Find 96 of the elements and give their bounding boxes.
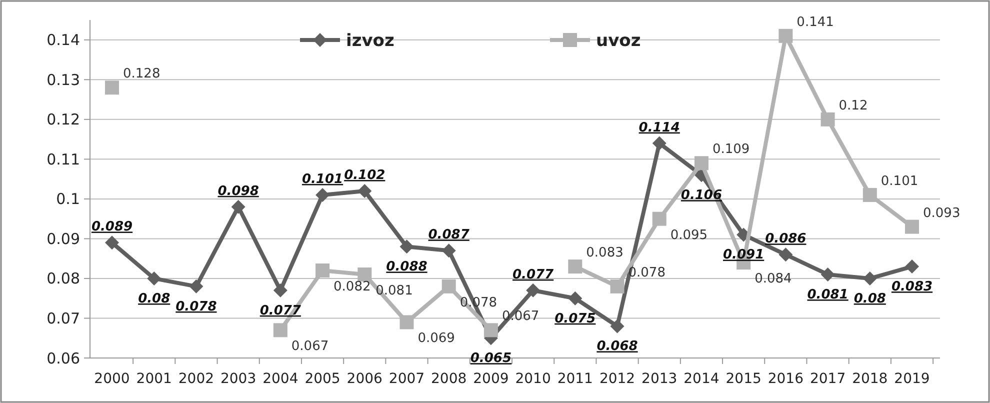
x-tick-label: 2015	[726, 371, 762, 387]
point	[905, 220, 919, 234]
x-tick-label: 2009	[473, 371, 509, 387]
data-label: 0.08	[854, 291, 886, 306]
data-label: 0.088	[386, 260, 428, 275]
x-tick-label: 2001	[136, 371, 172, 387]
point	[316, 188, 330, 202]
data-label: 0.081	[376, 283, 413, 298]
point	[694, 156, 708, 170]
y-tick-label: 0.1	[56, 190, 80, 208]
data-label: 0.065	[470, 351, 512, 366]
data-label: 0.078	[176, 299, 217, 314]
x-tick-label: 2011	[557, 371, 593, 387]
legend-label: uvoz	[596, 30, 641, 51]
point	[358, 184, 372, 198]
point	[778, 28, 793, 43]
x-tick-label: 2018	[852, 371, 888, 387]
data-label: 0.141	[796, 14, 834, 30]
point	[273, 323, 288, 338]
x-tick-label: 2010	[515, 371, 551, 387]
point	[568, 260, 582, 274]
y-tick-label: 0.07	[46, 309, 80, 328]
y-tick-label: 0.11	[46, 150, 80, 168]
point	[231, 200, 246, 214]
data-label: 0.098	[218, 184, 259, 199]
x-tick-label: 2008	[431, 371, 467, 387]
data-label: 0.077	[512, 267, 555, 282]
point	[442, 279, 456, 294]
point	[147, 271, 162, 286]
point	[189, 279, 204, 294]
data-label: 0.114	[638, 120, 680, 136]
data-label: 0.101	[880, 174, 918, 189]
point	[316, 264, 330, 278]
y-tick-label: 0.13	[46, 70, 80, 89]
data-label: 0.08	[138, 291, 170, 306]
point	[358, 267, 372, 282]
x-tick-label: 2006	[346, 371, 383, 387]
x-tick-label: 2019	[894, 371, 930, 387]
y-tick-label: 0.06	[46, 349, 80, 368]
x-tick-label: 2012	[599, 371, 636, 387]
data-label: 0.086	[765, 232, 806, 247]
data-label: 0.084	[754, 272, 792, 287]
point	[484, 323, 498, 338]
point	[400, 240, 414, 254]
x-tick-label: 2000	[94, 371, 130, 387]
point	[568, 291, 582, 306]
data-label: 0.087	[428, 228, 470, 243]
data-label: 0.075	[554, 311, 596, 326]
point	[273, 283, 288, 298]
point	[862, 271, 877, 286]
data-label: 0.091	[723, 248, 764, 263]
data-label: 0.095	[670, 228, 708, 243]
point	[105, 80, 119, 95]
data-label: 0.128	[123, 66, 160, 82]
data-label: 0.083	[586, 246, 624, 261]
data-label: 0.12	[838, 98, 868, 114]
point	[526, 283, 540, 298]
y-tick-label: 0.12	[46, 110, 80, 129]
x-tick-label: 2007	[388, 371, 425, 387]
point	[105, 236, 119, 250]
data-label: 0.106	[680, 188, 722, 204]
data-label: 0.069	[418, 331, 455, 346]
x-tick-label: 2003	[220, 371, 256, 387]
x-tick-label: 2017	[810, 371, 846, 387]
point	[820, 112, 835, 126]
data-label: 0.089	[91, 220, 133, 235]
data-label: 0.077	[260, 303, 302, 318]
data-label: 0.102	[344, 168, 386, 183]
point	[820, 267, 835, 282]
point	[778, 248, 793, 262]
x-tick-label: 2005	[304, 371, 340, 387]
x-tick-label: 2004	[262, 371, 298, 387]
point	[652, 136, 666, 150]
point	[610, 279, 624, 294]
point	[442, 244, 456, 258]
y-tick-label: 0.09	[46, 230, 80, 248]
point	[862, 188, 877, 202]
data-label: 0.082	[334, 280, 371, 295]
y-tick-label: 0.14	[46, 31, 80, 50]
x-tick-label: 2016	[768, 371, 804, 387]
y-tick-label: 0.08	[46, 270, 80, 288]
x-tick-label: 2013	[642, 371, 678, 387]
legend-label: izvoz	[346, 30, 394, 51]
x-tick-label: 2014	[684, 371, 720, 387]
point	[905, 260, 919, 274]
data-label: 0.081	[807, 287, 848, 302]
data-label: 0.109	[712, 142, 750, 158]
data-label: 0.083	[891, 280, 933, 295]
data-label: 0.093	[923, 206, 960, 221]
point	[652, 212, 666, 226]
data-label: 0.068	[596, 339, 638, 354]
point	[400, 315, 414, 330]
data-label: 0.101	[302, 172, 344, 187]
data-label: 0.067	[291, 339, 329, 354]
x-tick-label: 2002	[178, 371, 214, 387]
point	[610, 319, 624, 334]
